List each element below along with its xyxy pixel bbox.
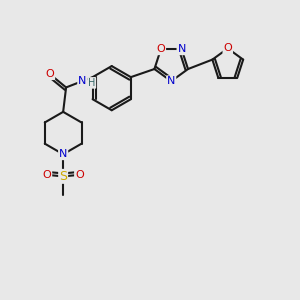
Text: N: N <box>78 76 86 86</box>
Text: O: O <box>43 170 51 180</box>
Text: N: N <box>167 76 176 86</box>
Text: O: O <box>157 44 165 54</box>
Text: S: S <box>59 170 67 183</box>
Text: H: H <box>88 78 95 88</box>
Text: O: O <box>224 44 232 53</box>
Text: O: O <box>75 170 84 180</box>
Text: N: N <box>177 44 186 54</box>
Text: N: N <box>59 149 67 159</box>
Text: O: O <box>46 69 54 79</box>
